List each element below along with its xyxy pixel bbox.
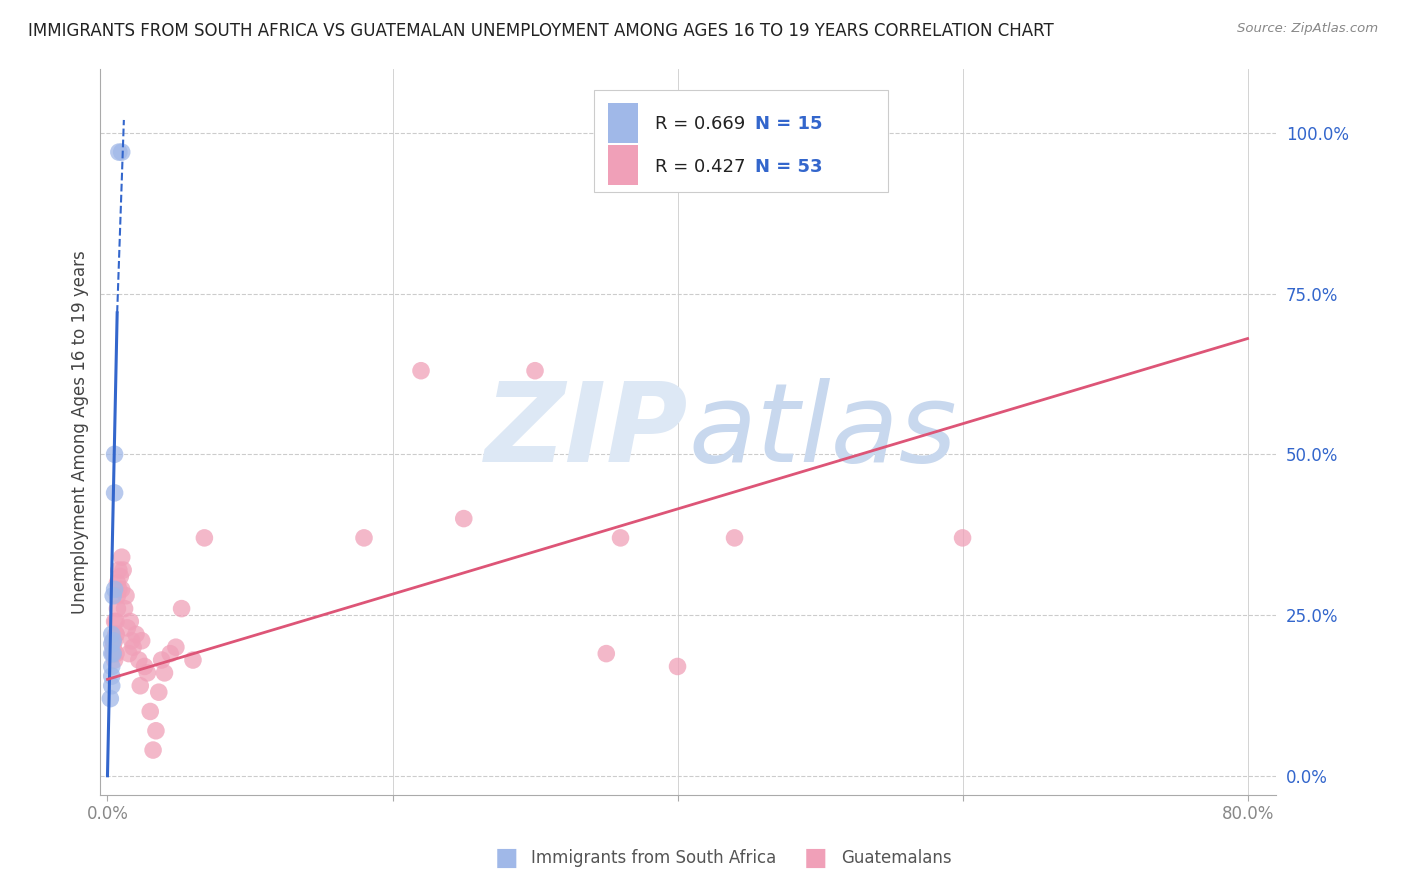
Point [105, 627, 128, 641]
Point [193, 531, 215, 545]
Point [134, 659, 156, 673]
Point [104, 653, 127, 667]
Point [159, 647, 181, 661]
Point [100, 659, 122, 673]
Point [595, 647, 617, 661]
Point [105, 615, 128, 629]
FancyBboxPatch shape [609, 103, 638, 143]
Point [524, 364, 547, 378]
Point [108, 145, 131, 160]
Point [104, 633, 127, 648]
Point [139, 705, 162, 719]
Point [148, 685, 170, 699]
Point [609, 531, 631, 545]
Point [100, 627, 122, 641]
Text: N = 15: N = 15 [755, 115, 823, 134]
Text: atlas: atlas [688, 378, 957, 485]
Point [104, 447, 127, 461]
Point [952, 531, 974, 545]
Point [165, 640, 187, 655]
Text: IMMIGRANTS FROM SOUTH AFRICA VS GUATEMALAN UNEMPLOYMENT AMONG AGES 16 TO 19 YEAR: IMMIGRANTS FROM SOUTH AFRICA VS GUATEMAL… [28, 22, 1054, 40]
Point [181, 653, 204, 667]
Point [409, 364, 432, 378]
Point [136, 665, 159, 680]
Point [100, 679, 122, 693]
Point [150, 653, 173, 667]
FancyBboxPatch shape [595, 90, 889, 192]
Point [142, 743, 165, 757]
Point [129, 679, 152, 693]
Point [128, 653, 150, 667]
Text: Immigrants from South Africa: Immigrants from South Africa [531, 849, 776, 867]
Point [101, 647, 124, 661]
Point [100, 647, 122, 661]
Point [105, 627, 128, 641]
Point [723, 531, 745, 545]
Point [111, 550, 134, 565]
Text: ■: ■ [495, 847, 517, 870]
Point [100, 637, 122, 651]
Text: R = 0.669: R = 0.669 [655, 115, 745, 134]
Point [111, 145, 134, 160]
Point [101, 640, 124, 655]
Point [98, 691, 121, 706]
Point [112, 563, 135, 577]
Point [453, 511, 475, 525]
Point [107, 601, 129, 615]
Point [153, 665, 176, 680]
Point [121, 633, 143, 648]
Text: N = 53: N = 53 [755, 158, 823, 176]
Point [118, 647, 141, 661]
Point [111, 582, 134, 597]
Point [101, 633, 124, 648]
Point [131, 633, 153, 648]
Point [666, 659, 689, 673]
Text: ■: ■ [804, 847, 827, 870]
Point [115, 589, 138, 603]
Point [108, 563, 131, 577]
Point [107, 575, 129, 590]
Point [125, 627, 148, 641]
Point [114, 601, 136, 615]
Point [110, 569, 132, 583]
Text: Guatemalans: Guatemalans [841, 849, 952, 867]
Y-axis label: Unemployment Among Ages 16 to 19 years: Unemployment Among Ages 16 to 19 years [72, 250, 89, 614]
Point [100, 669, 122, 683]
Point [117, 621, 139, 635]
Text: ZIP: ZIP [485, 378, 688, 485]
Point [120, 615, 142, 629]
Point [122, 640, 145, 655]
FancyBboxPatch shape [609, 145, 638, 185]
Point [780, 142, 803, 156]
Text: Source: ZipAtlas.com: Source: ZipAtlas.com [1237, 22, 1378, 36]
Point [101, 589, 124, 603]
Point [104, 615, 127, 629]
Text: R = 0.427: R = 0.427 [655, 158, 745, 176]
Point [107, 589, 129, 603]
Point [353, 531, 375, 545]
Point [101, 647, 124, 661]
Point [108, 582, 131, 597]
Point [101, 633, 124, 648]
Point [145, 723, 167, 738]
Point [170, 601, 193, 615]
Point [105, 647, 128, 661]
Point [104, 486, 127, 500]
Point [104, 582, 127, 597]
